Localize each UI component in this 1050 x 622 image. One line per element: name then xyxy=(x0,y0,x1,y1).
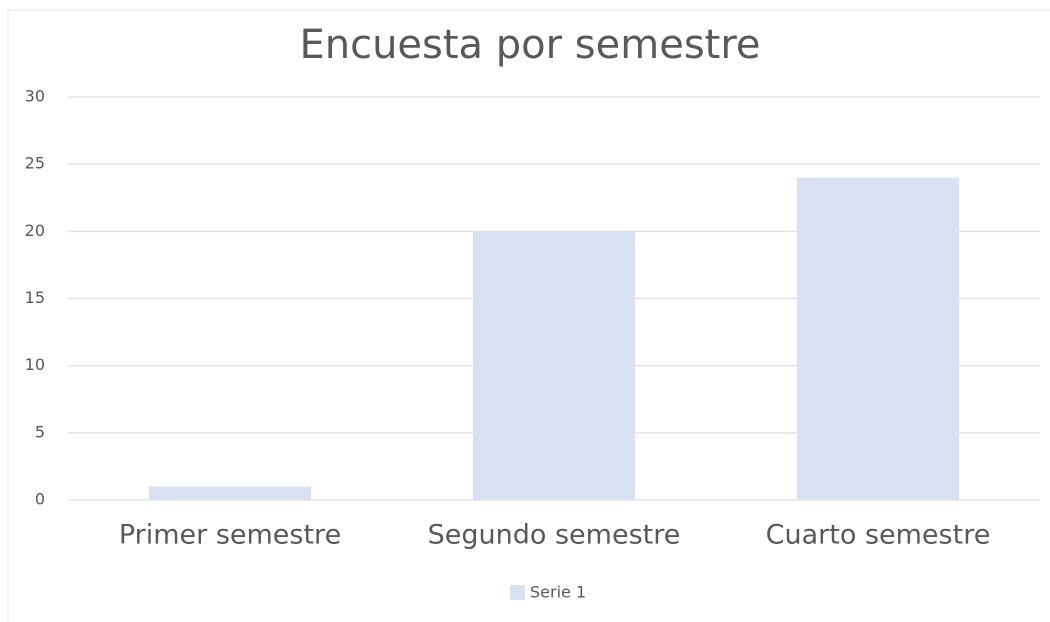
bar xyxy=(149,486,311,500)
y-tick-label: 20 xyxy=(25,221,45,240)
chart-title: Encuesta por semestre xyxy=(299,22,760,68)
x-tick-label: Segundo semestre xyxy=(428,520,681,551)
x-tick-label: Cuarto semestre xyxy=(766,520,991,551)
x-tick-label: Primer semestre xyxy=(119,520,341,551)
y-tick-label: 5 xyxy=(35,422,45,441)
y-tick-label: 15 xyxy=(25,288,45,307)
legend-label: Serie 1 xyxy=(530,583,586,602)
legend-swatch xyxy=(510,585,525,600)
y-tick-label: 30 xyxy=(25,87,45,106)
y-tick-label: 10 xyxy=(25,355,45,374)
bar xyxy=(797,177,959,500)
y-tick-label: 0 xyxy=(35,490,45,509)
chart-frame xyxy=(7,9,1050,622)
y-tick-label: 25 xyxy=(25,154,45,173)
bar xyxy=(473,231,635,501)
